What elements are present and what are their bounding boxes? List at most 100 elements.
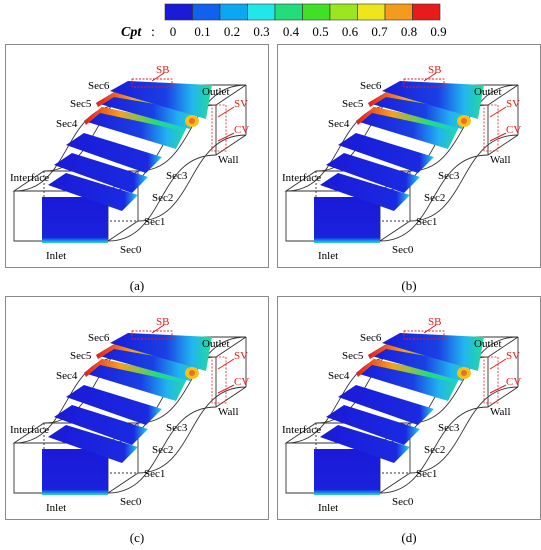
- sec0-plane: [42, 449, 108, 495]
- section-planes: [42, 333, 212, 495]
- sec0-plane: [314, 197, 380, 243]
- cascade-view: Inlet Interface Sec0 Sec1 Sec2 Sec3 Sec4…: [282, 316, 521, 514]
- annotation-marks: [403, 72, 507, 152]
- colorbar-cell: [357, 3, 386, 21]
- sec4-plane: [84, 359, 188, 401]
- sec4-top-band: [84, 107, 188, 131]
- sec5-plane: [368, 91, 472, 129]
- colorbar-colon: :: [151, 25, 155, 40]
- colorbar-cell: [247, 3, 276, 21]
- label-cv: CV: [506, 376, 521, 388]
- sb-arrow: [423, 324, 437, 334]
- label-sec5: Sec5: [70, 98, 92, 110]
- colorbar-cell: [164, 3, 193, 21]
- colorbar-cell: [302, 3, 331, 21]
- panel-caption: (b): [401, 278, 417, 293]
- cpt-colorbar: Cpt : 0 0.1 0.2 0.3 0.4 0.5 0.6 0.7 0.8 0.9: [121, 3, 447, 40]
- sec3-plane: [66, 385, 162, 425]
- sec5-plane: [368, 343, 472, 381]
- wall-box: [211, 104, 227, 152]
- label-inlet: Inlet: [318, 502, 338, 514]
- panel-caption: (d): [401, 530, 417, 545]
- sb-box: [131, 330, 173, 340]
- label-wall: Wall: [490, 406, 511, 418]
- label-cv: CV: [234, 376, 249, 388]
- label-interface: Interface: [282, 424, 321, 436]
- label-sec2: Sec2: [152, 192, 173, 204]
- sb-arrow: [151, 324, 165, 334]
- sb-arrow: [423, 72, 437, 82]
- label-inlet: Inlet: [318, 250, 338, 262]
- label-sec4: Sec4: [328, 118, 350, 130]
- label-inlet: Inlet: [46, 502, 66, 514]
- colorbar-tick-label: 0.9: [430, 24, 446, 39]
- label-sec0: Sec0: [120, 244, 142, 256]
- colorbar-tick-label: 0.2: [224, 24, 240, 39]
- panel-frame: Inlet Interface Sec0 Sec1 Sec2 Sec3 Sec4…: [277, 296, 541, 520]
- sec5-plane: [96, 343, 200, 381]
- label-inlet: Inlet: [46, 250, 66, 262]
- colorbar-ticks: 0 0.1 0.2 0.3 0.4 0.5 0.6 0.7 0.8 0.9: [170, 24, 447, 39]
- label-sec6: Sec6: [88, 332, 110, 344]
- label-sec1: Sec1: [144, 468, 165, 480]
- label-sec5: Sec5: [342, 98, 364, 110]
- panel-frame: Inlet Interface Sec0 Sec1 Sec2 Sec3 Sec4…: [5, 296, 269, 520]
- sec0-plane: [42, 197, 108, 243]
- colorbar-tick-label: 0.1: [194, 24, 210, 39]
- section-planes: [314, 81, 484, 243]
- sec4-top-band: [356, 107, 460, 131]
- sec4-plane: [356, 359, 460, 401]
- colorbar-cells: [164, 3, 441, 21]
- label-sec2: Sec2: [152, 444, 173, 456]
- label-sec1: Sec1: [144, 216, 165, 228]
- label-outlet: Outlet: [202, 86, 230, 98]
- label-sec1: Sec1: [416, 468, 437, 480]
- sec4-top-band: [356, 359, 460, 383]
- label-sec6: Sec6: [88, 80, 110, 92]
- sb-arrow: [151, 72, 165, 82]
- colorbar-tick-label: 0.5: [312, 24, 328, 39]
- sec2-plane: [326, 153, 420, 193]
- label-sec0: Sec0: [120, 496, 142, 508]
- sb-box: [403, 330, 445, 340]
- vortex-core-inner: [189, 370, 195, 376]
- annotation-marks: [131, 72, 235, 152]
- label-sec3: Sec3: [438, 422, 460, 434]
- label-sec4: Sec4: [56, 118, 78, 130]
- label-sec0: Sec0: [392, 244, 414, 256]
- colorbar-tick-label: 0.4: [283, 24, 300, 39]
- label-sv: SV: [506, 350, 520, 362]
- label-cv: CV: [234, 124, 249, 136]
- sb-box: [131, 78, 173, 88]
- sec2-plane: [326, 405, 420, 445]
- label-outlet: Outlet: [474, 86, 502, 98]
- annotation-marks: [131, 324, 235, 404]
- sec3-plane: [338, 133, 434, 173]
- wall-box: [483, 104, 499, 152]
- colorbar-tick-label: 0.7: [371, 24, 388, 39]
- label-outlet: Outlet: [474, 338, 502, 350]
- colorbar-cell: [384, 3, 413, 21]
- label-sv: SV: [234, 98, 248, 110]
- colorbar-tick-label: 0.6: [342, 24, 359, 39]
- label-sec4: Sec4: [328, 370, 350, 382]
- cascade-view: Inlet Interface Sec0 Sec1 Sec2 Sec3 Sec4…: [282, 64, 521, 262]
- colorbar-tick-label: 0.3: [253, 24, 269, 39]
- label-sec3: Sec3: [166, 422, 188, 434]
- panel-frame: Inlet Interface Sec0 Sec1 Sec2 Sec3 Sec4…: [5, 44, 269, 268]
- label-interface: Interface: [10, 424, 49, 436]
- label-wall: Wall: [218, 406, 239, 418]
- label-sb: SB: [156, 316, 169, 328]
- cascade-view: Inlet Interface Sec0 Sec1 Sec2 Sec3 Sec4…: [10, 64, 249, 262]
- sec6-plane: [382, 333, 484, 371]
- label-sec0: Sec0: [392, 496, 414, 508]
- sec3-plane: [338, 385, 434, 425]
- label-sec2: Sec2: [424, 444, 445, 456]
- label-sec3: Sec3: [166, 170, 188, 182]
- colorbar-label: Cpt: [121, 25, 142, 40]
- sec4-plane: [84, 107, 188, 149]
- label-sec4: Sec4: [56, 370, 78, 382]
- cascade-view: Inlet Interface Sec0 Sec1 Sec2 Sec3 Sec4…: [10, 316, 249, 514]
- colorbar-tick-label: 0: [170, 24, 177, 39]
- sec3-plane: [66, 133, 162, 173]
